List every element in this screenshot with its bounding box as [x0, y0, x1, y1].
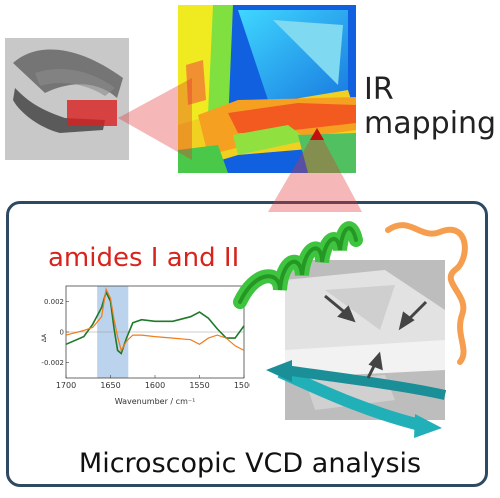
x-tick-label: 1550 — [189, 381, 209, 390]
x-tick-label: 1700 — [56, 381, 76, 390]
panel-title: Microscopic VCD analysis — [78, 448, 422, 479]
ir-map-heatmap — [178, 5, 356, 173]
ir-label-line2: mapping — [364, 106, 497, 141]
x-tick-label: 1600 — [145, 381, 165, 390]
vcd-map-image — [285, 260, 445, 420]
y-tick-label: -0.002 — [41, 359, 64, 367]
series-line-1 — [65, 289, 245, 355]
series-line-2 — [65, 287, 245, 352]
microscope-photo — [5, 38, 129, 160]
x-tick-label: 1650 — [100, 381, 120, 390]
y-tick-label: 0 — [60, 329, 64, 337]
y-tick-label: 0.002 — [44, 298, 64, 306]
selection-box — [67, 100, 117, 126]
y-axis-label: ΔA — [41, 333, 48, 342]
x-axis-label: Wavenumber / cm⁻¹ — [115, 397, 196, 406]
amides-label: amides I and II — [48, 243, 240, 273]
ir-label-line1: IR — [364, 72, 394, 107]
